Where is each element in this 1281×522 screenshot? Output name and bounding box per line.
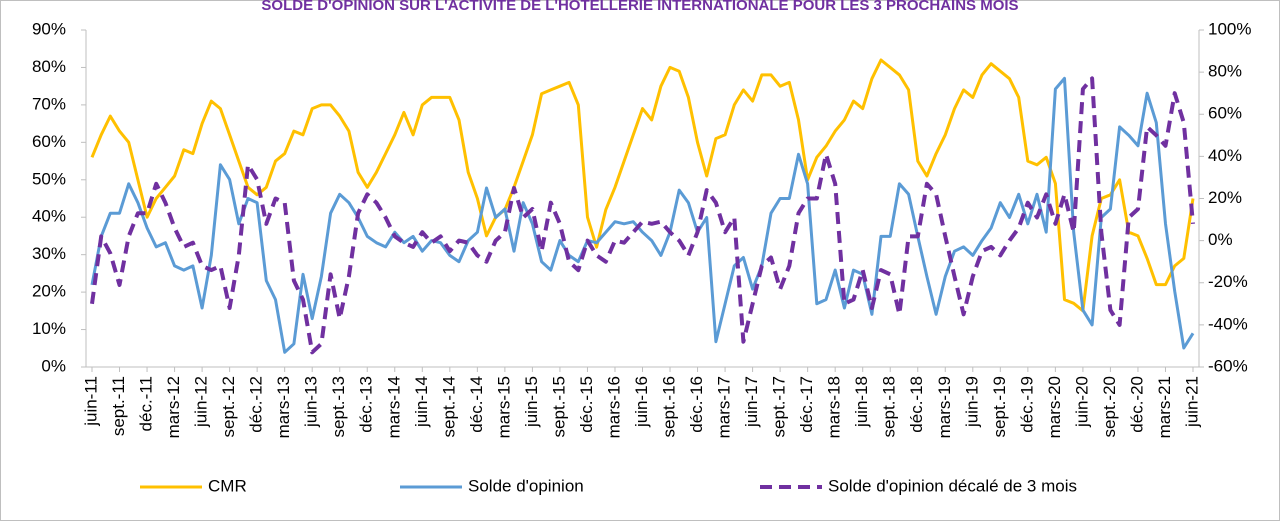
y-tick-label: 60% xyxy=(32,132,66,151)
x-tick-label: mars-13 xyxy=(274,376,293,438)
legend-label: CMR xyxy=(208,476,247,495)
x-tick-label: juin-11 xyxy=(81,376,100,427)
x-tick-label: sept.-11 xyxy=(109,376,128,436)
x-tick-label: sept.-19 xyxy=(990,376,1009,437)
legend-label: Solde d'opinion décalé de 3 mois xyxy=(828,476,1077,495)
x-tick-label: mars-14 xyxy=(384,376,403,438)
x-tick-label: déc.-15 xyxy=(577,376,596,433)
y2-tick-label: 20% xyxy=(1208,188,1242,207)
x-tick-label: sept.-15 xyxy=(549,376,568,437)
legend-label: Solde d'opinion xyxy=(468,476,584,495)
x-tick-label: sept.-17 xyxy=(770,376,789,437)
x-tick-label: mars-12 xyxy=(164,376,183,438)
series-line xyxy=(90,76,1195,355)
y2-tick-label: 60% xyxy=(1208,104,1242,123)
x-tick-label: déc.-14 xyxy=(467,376,486,433)
x-tick-label: sept.-14 xyxy=(439,376,458,437)
x-tick-label: juin-15 xyxy=(522,376,541,428)
y2-tick-label: 100% xyxy=(1208,19,1251,38)
y2-tick-label: -60% xyxy=(1208,356,1248,375)
y-tick-label: 90% xyxy=(32,19,66,38)
x-tick-label: mars-18 xyxy=(825,376,844,438)
x-tick-label: déc.-16 xyxy=(687,376,706,433)
y-tick-label: 80% xyxy=(32,57,66,76)
y-tick-label: 20% xyxy=(32,282,66,301)
y-tick-label: 30% xyxy=(32,244,66,263)
y2-tick-label: -20% xyxy=(1208,272,1248,291)
x-tick-label: déc.-12 xyxy=(247,376,266,433)
x-tick-label: juin-19 xyxy=(962,376,981,428)
x-tick-label: déc.-13 xyxy=(357,376,376,433)
y2-tick-label: 40% xyxy=(1208,146,1242,165)
y2-tick-label: 80% xyxy=(1208,62,1242,81)
x-tick-label: mars-21 xyxy=(1155,376,1174,438)
x-tick-label: déc.-20 xyxy=(1127,376,1146,433)
x-tick-label: juin-14 xyxy=(412,376,431,428)
x-tick-label: juin-17 xyxy=(742,376,761,428)
x-tick-label: mars-20 xyxy=(1045,376,1064,438)
y-tick-label: 50% xyxy=(32,169,66,188)
x-tick-label: mars-16 xyxy=(604,376,623,438)
x-tick-label: mars-15 xyxy=(494,376,513,438)
y-tick-label: 40% xyxy=(32,207,66,226)
chart-title: SOLDE D'OPINION SUR L'ACTIVITÉ DE L'HÔTE… xyxy=(261,0,1018,14)
y2-tick-label: 0% xyxy=(1208,230,1233,249)
series-line xyxy=(90,76,1195,354)
x-tick-label: sept.-18 xyxy=(880,376,899,437)
x-tick-label: déc.-11 xyxy=(137,376,156,431)
x-tick-label: sept.-16 xyxy=(660,376,679,437)
x-tick-label: juin-16 xyxy=(632,376,651,428)
x-tick-label: mars-17 xyxy=(715,376,734,438)
series-line xyxy=(90,58,1195,313)
x-tick-label: juin-20 xyxy=(1072,376,1091,428)
y-tick-label: 70% xyxy=(32,94,66,113)
x-tick-label: sept.-20 xyxy=(1100,376,1119,437)
x-tick-label: mars-19 xyxy=(935,376,954,438)
x-tick-label: juin-12 xyxy=(192,376,211,428)
x-tick-label: sept.-13 xyxy=(329,376,348,437)
x-tick-label: sept.-12 xyxy=(219,376,238,437)
y2-tick-label: -40% xyxy=(1208,314,1248,333)
x-tick-label: juin-18 xyxy=(852,376,871,428)
x-tick-label: déc.-18 xyxy=(907,376,926,433)
x-tick-label: déc.-17 xyxy=(797,376,816,433)
y-tick-label: 10% xyxy=(32,319,66,338)
x-tick-label: juin-13 xyxy=(302,376,321,428)
x-tick-label: juin-21 xyxy=(1182,376,1201,428)
y-tick-label: 0% xyxy=(41,356,66,375)
x-tick-label: déc.-19 xyxy=(1017,376,1036,433)
